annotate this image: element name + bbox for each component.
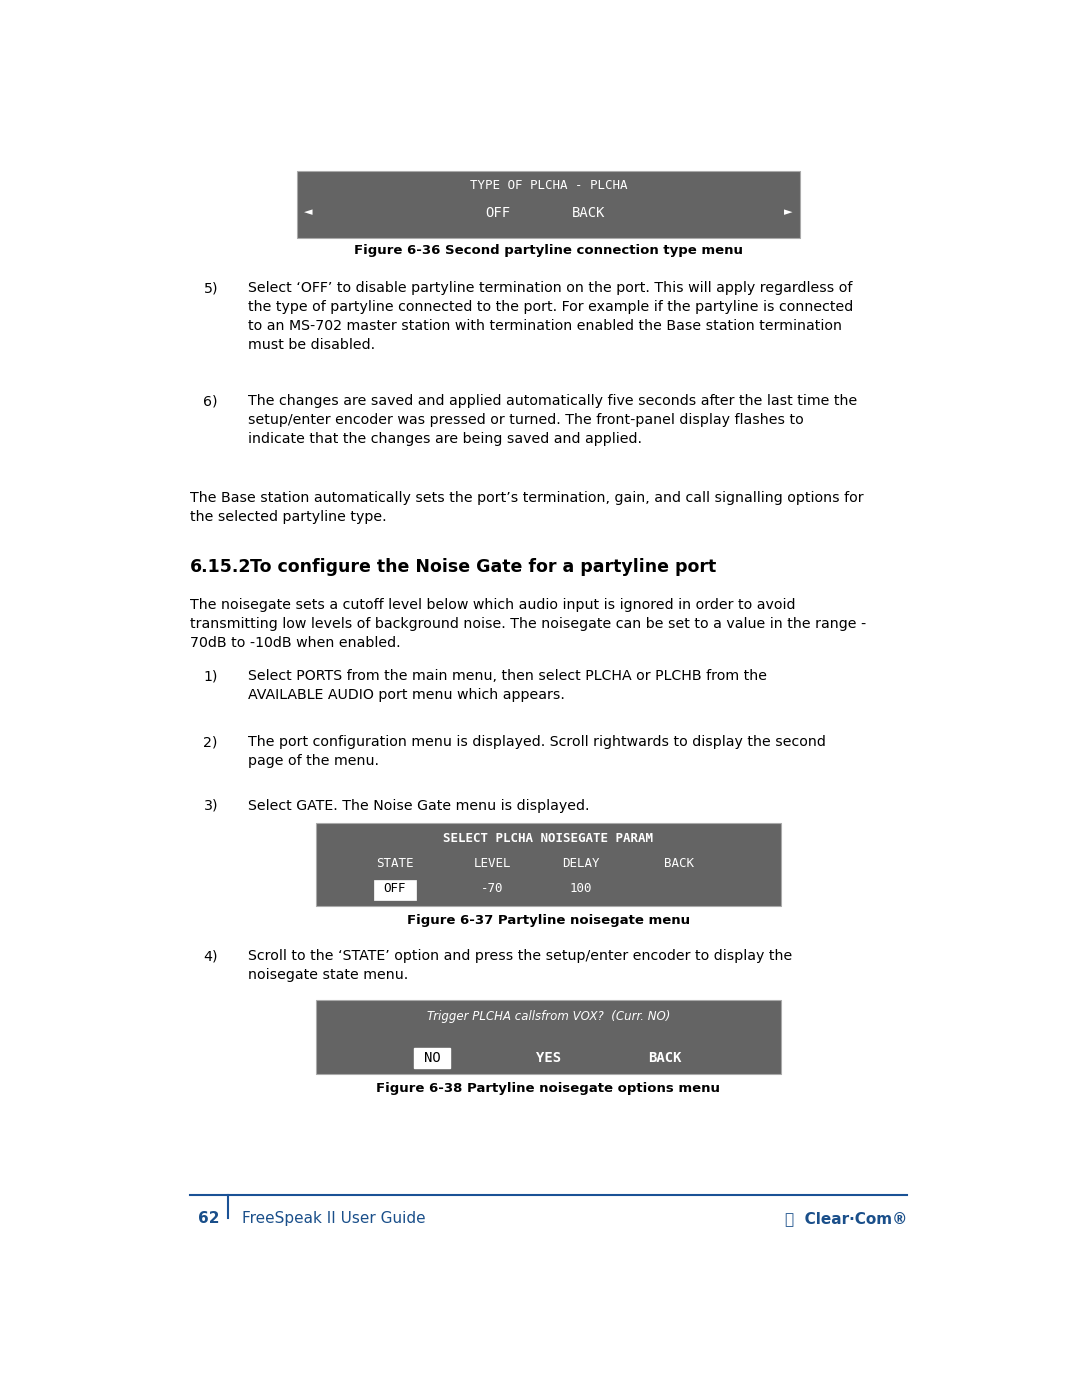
Text: 1): 1): [203, 669, 218, 683]
FancyBboxPatch shape: [296, 171, 800, 238]
Text: SELECT PLCHA NOISEGATE PARAM: SELECT PLCHA NOISEGATE PARAM: [443, 832, 654, 844]
FancyBboxPatch shape: [374, 879, 416, 900]
Text: 62: 62: [198, 1211, 219, 1226]
Text: LEVEL: LEVEL: [474, 857, 511, 869]
Text: 4): 4): [203, 950, 218, 964]
Text: BACK: BACK: [663, 857, 693, 869]
Text: DELAY: DELAY: [562, 857, 599, 869]
Text: STATE: STATE: [377, 857, 414, 869]
Text: The Base station automatically sets the port’s termination, gain, and call signa: The Base station automatically sets the …: [189, 490, 863, 524]
Text: 2): 2): [203, 736, 218, 749]
Text: BACK: BACK: [572, 206, 606, 220]
Text: Figure 6-37 Partyline noisegate menu: Figure 6-37 Partyline noisegate menu: [407, 914, 690, 926]
Text: Select ‘OFF’ to disable partyline termination on the port. This will apply regar: Select ‘OFF’ to disable partyline termin…: [247, 281, 853, 352]
Text: Figure 6-38 Partyline noisegate options menu: Figure 6-38 Partyline noisegate options …: [377, 1081, 720, 1095]
Text: OFF: OFF: [486, 206, 510, 220]
Text: YES: YES: [536, 1050, 561, 1066]
Text: ►: ►: [784, 208, 793, 217]
Text: Scroll to the ‘STATE’ option and press the setup/enter encoder to display the
no: Scroll to the ‘STATE’ option and press t…: [247, 950, 792, 982]
FancyBboxPatch shape: [316, 1000, 781, 1074]
Text: The port configuration menu is displayed. Scroll rightwards to display the secon: The port configuration menu is displayed…: [247, 736, 826, 769]
Text: 6.15.2: 6.15.2: [189, 559, 251, 577]
Text: Figure 6-36 Second partyline connection type menu: Figure 6-36 Second partyline connection …: [354, 244, 743, 256]
Text: To configure the Noise Gate for a partyline port: To configure the Noise Gate for a partyl…: [250, 559, 716, 577]
Text: -70: -70: [482, 882, 504, 894]
FancyBboxPatch shape: [414, 1049, 450, 1068]
Text: Select PORTS from the main menu, then select PLCHA or PLCHB from the
AVAILABLE A: Select PORTS from the main menu, then se…: [247, 669, 767, 702]
Text: The noisegate sets a cutoff level below which audio input is ignored in order to: The noisegate sets a cutoff level below …: [189, 599, 866, 651]
Text: 5): 5): [203, 281, 218, 295]
Text: 3): 3): [203, 798, 218, 812]
Text: The changes are saved and applied automatically five seconds after the last time: The changes are saved and applied automa…: [247, 394, 857, 446]
Text: 6): 6): [203, 394, 218, 408]
Text: BACK: BACK: [647, 1050, 682, 1066]
Text: Ⓜ  Clear·Com®: Ⓜ Clear·Com®: [784, 1211, 907, 1226]
Text: FreeSpeak II User Guide: FreeSpeak II User Guide: [242, 1211, 426, 1226]
Text: ◄: ◄: [304, 208, 312, 217]
Text: 100: 100: [569, 882, 592, 894]
FancyBboxPatch shape: [316, 823, 781, 907]
Text: OFF: OFF: [384, 882, 407, 894]
Text: Trigger PLCHA callsfrom VOX?  (Curr. NO): Trigger PLCHA callsfrom VOX? (Curr. NO): [427, 1010, 670, 1022]
Text: TYPE OF PLCHA - PLCHA: TYPE OF PLCHA - PLCHA: [470, 180, 627, 192]
Text: NO: NO: [424, 1050, 441, 1066]
Text: Select GATE. The Noise Gate menu is displayed.: Select GATE. The Noise Gate menu is disp…: [247, 798, 590, 812]
